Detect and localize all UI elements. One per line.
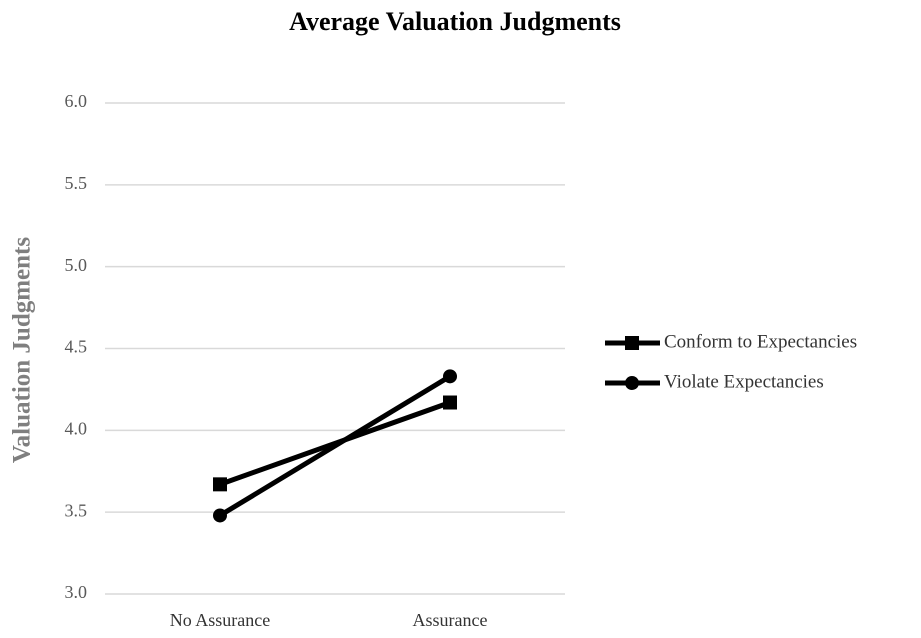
legend-label: Conform to Expectancies xyxy=(664,331,857,352)
y-tick-label: 3.0 xyxy=(65,582,88,602)
y-tick-label: 4.5 xyxy=(65,337,88,357)
data-point xyxy=(443,369,457,384)
data-point xyxy=(443,395,457,410)
y-tick-label: 5.5 xyxy=(65,173,88,193)
y-tick-label: 5.0 xyxy=(65,255,88,275)
legend-label: Violate Expectancies xyxy=(664,371,824,392)
series-line xyxy=(218,374,452,518)
chart-title: Average Valuation Judgments xyxy=(289,7,621,36)
data-point xyxy=(213,508,227,523)
x-tick-label: Assurance xyxy=(413,610,488,630)
y-tick-label: 3.5 xyxy=(65,500,88,520)
y-tick-label: 4.0 xyxy=(65,418,88,438)
legend-marker xyxy=(625,336,639,350)
data-point xyxy=(213,477,227,492)
y-tick-label: 6.0 xyxy=(65,91,88,111)
x-tick-label: No Assurance xyxy=(170,610,270,630)
y-axis-label: Valuation Judgments xyxy=(9,237,36,463)
legend-marker xyxy=(625,376,639,390)
